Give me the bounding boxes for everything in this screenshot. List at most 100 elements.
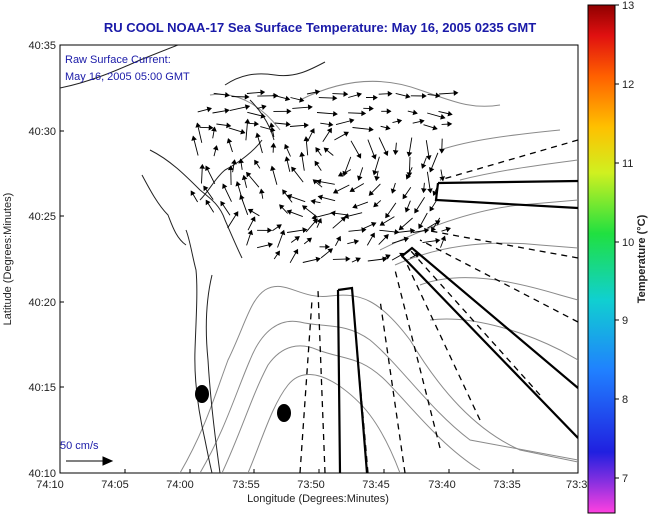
current-vector-head: [328, 121, 334, 128]
current-vector-head: [303, 122, 309, 129]
current-vector-head: [267, 242, 274, 248]
current-vector-head: [326, 127, 332, 134]
current-vector-head: [368, 126, 374, 133]
current-vector-head: [199, 163, 206, 169]
current-vector-head: [195, 122, 201, 128]
current-vector-head: [253, 120, 259, 127]
current-vector-head: [316, 178, 322, 185]
current-vector-head: [241, 174, 248, 181]
current-annotation-line1: Raw Surface Current:: [65, 54, 171, 66]
current-vector-head: [429, 166, 435, 173]
survey-boxes: [336, 179, 578, 473]
current-vector-head: [323, 147, 330, 153]
current-vector-head: [385, 212, 391, 219]
current-vector-head: [386, 108, 392, 115]
current-vector-head: [261, 104, 267, 110]
current-vector-head: [445, 226, 451, 233]
current-vector-head: [402, 193, 408, 200]
current-vector-head: [269, 122, 275, 128]
current-vector-head: [206, 106, 212, 113]
current-vector-head: [205, 165, 211, 171]
current-vector-head: [293, 248, 299, 255]
x-tick-label: 73:45: [362, 479, 390, 491]
colorbar-gradient: [587, 4, 616, 514]
current-vector-head: [349, 186, 356, 192]
current-vector-head: [435, 237, 441, 244]
current-vector-head: [405, 93, 411, 99]
current-vector-head: [284, 95, 291, 102]
current-vector-head: [439, 148, 445, 154]
current-vector-head: [246, 171, 252, 178]
current-vector-head: [191, 135, 197, 141]
current-vector-head: [254, 159, 260, 166]
current-vector-head: [238, 158, 244, 164]
current-vector-head: [424, 227, 430, 234]
current-vector-head: [227, 165, 234, 171]
current-vector-head: [447, 110, 453, 117]
current-vector-head: [372, 170, 378, 176]
y-tick-label: 40:35: [28, 40, 56, 52]
current-vector-head: [385, 254, 391, 260]
current-vector-head: [373, 201, 379, 208]
current-vector-head: [370, 221, 377, 228]
current-vector-head: [212, 145, 219, 151]
current-vector-head: [432, 190, 438, 197]
current-vector-head: [315, 256, 321, 263]
current-vector-head: [286, 194, 293, 200]
current-vector-head: [425, 155, 432, 161]
current-vector-head: [405, 174, 411, 180]
current-vector-head: [312, 218, 318, 224]
current-vector-head: [222, 183, 228, 189]
x-axis: 74:10 74:05 74:00 73:55 73:50 73:45 73:4…: [36, 469, 587, 505]
current-vector-head: [314, 89, 321, 95]
current-vector-head: [274, 250, 281, 257]
current-vector-head: [306, 237, 312, 243]
x-tick-label: 73:40: [428, 479, 456, 491]
current-vector-head: [412, 109, 418, 116]
current-vector-head: [317, 194, 323, 201]
scale-arrow: [66, 456, 114, 466]
y-tick-label: 40:20: [28, 297, 56, 309]
current-vector-head: [284, 156, 291, 162]
current-vector-head: [224, 107, 230, 114]
x-tick-label: 73:50: [297, 479, 325, 491]
current-vector-head: [392, 149, 399, 156]
current-vector-head: [387, 90, 393, 97]
current-vector-head: [233, 211, 239, 217]
current-vector-head: [299, 151, 305, 157]
current-vector-head: [435, 92, 441, 99]
current-vector-head: [356, 92, 362, 98]
colorbar-tick-label: 12: [622, 79, 634, 91]
colorbar-tick-label: 7: [622, 473, 628, 485]
current-vector-head: [335, 235, 341, 242]
current-vector-head: [414, 252, 420, 258]
current-vector-head: [368, 190, 374, 196]
current-vector-head: [439, 176, 445, 182]
radar-site-marker: [195, 385, 209, 403]
current-vector-head: [244, 104, 251, 110]
current-vector-head: [250, 216, 256, 222]
current-annotation-line2: May 16, 2005 05:00 GMT: [65, 71, 190, 83]
current-vector-head: [432, 125, 438, 131]
current-vector-head: [260, 89, 266, 96]
current-vector-head: [247, 229, 254, 236]
current-vector-head: [361, 110, 367, 117]
current-vector-head: [240, 128, 246, 135]
current-vector-head: [309, 128, 315, 134]
current-vector-head: [427, 188, 433, 194]
current-vector-head: [332, 188, 339, 194]
current-vector-head: [294, 236, 300, 242]
current-vector-head: [383, 234, 389, 240]
current-vector-head: [260, 113, 266, 119]
y-tick-label: 40:30: [28, 126, 56, 138]
current-vector-head: [255, 132, 261, 138]
current-vector-head: [235, 181, 241, 187]
current-vector-head: [373, 94, 378, 101]
x-tick-label: 74:05: [101, 479, 129, 491]
colorbar-tick-label: 8: [622, 394, 628, 406]
current-vector-head: [282, 189, 288, 195]
current-vector-head: [453, 90, 459, 96]
current-vector-head: [279, 229, 286, 236]
current-vector-head: [345, 256, 351, 262]
current-vector-head: [369, 232, 375, 238]
